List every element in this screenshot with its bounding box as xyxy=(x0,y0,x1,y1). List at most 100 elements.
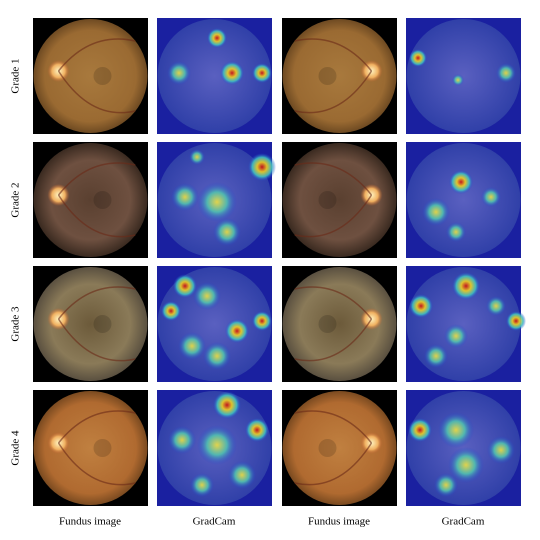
heat-blob xyxy=(197,182,237,222)
heat-blob xyxy=(190,473,214,497)
heat-blob xyxy=(189,149,205,165)
heat-blob xyxy=(193,282,221,310)
heat-blob xyxy=(506,311,526,331)
retina xyxy=(33,19,148,133)
macula xyxy=(93,191,112,209)
heat-blob xyxy=(225,319,249,343)
image-grid xyxy=(33,18,526,506)
heat-blob xyxy=(213,391,241,419)
heat-blob xyxy=(197,425,237,465)
heat-blob xyxy=(248,153,276,181)
retina xyxy=(33,267,148,381)
heat-blob xyxy=(424,344,448,368)
vessel xyxy=(57,410,136,444)
vessel xyxy=(57,162,136,196)
retina xyxy=(282,267,397,381)
macula xyxy=(318,439,337,457)
heat-blob xyxy=(434,473,458,497)
heat-blob xyxy=(167,61,191,85)
gradcam-image xyxy=(157,18,272,134)
macula xyxy=(93,315,112,333)
heat-blob xyxy=(444,324,468,348)
heat-blob xyxy=(252,311,272,331)
retina xyxy=(282,143,397,257)
heat-blob xyxy=(448,447,484,483)
fundus-image xyxy=(282,18,397,134)
column-label: GradCam xyxy=(442,516,485,528)
column-label: Fundus image xyxy=(308,516,370,528)
heat-blob xyxy=(252,63,272,83)
gradcam-image xyxy=(157,390,272,506)
macula xyxy=(318,67,337,85)
row-label: Grade 1 xyxy=(10,58,22,93)
macula xyxy=(318,315,337,333)
vessel xyxy=(294,38,373,72)
fundus-image xyxy=(282,390,397,506)
heat-blob xyxy=(452,272,480,300)
vessel xyxy=(57,38,136,72)
retina-overlay xyxy=(406,143,521,257)
vessel xyxy=(294,410,373,444)
heat-blob xyxy=(496,63,516,83)
gradcam-image xyxy=(157,266,272,382)
heat-blob xyxy=(486,296,506,316)
vessel xyxy=(294,442,373,486)
gradcam-image xyxy=(406,18,521,134)
vessel xyxy=(57,318,136,362)
gradcam-image xyxy=(406,266,526,382)
vessel xyxy=(294,162,373,196)
vessel xyxy=(57,194,136,238)
heat-blob xyxy=(213,218,241,246)
vessel xyxy=(294,318,373,362)
macula xyxy=(318,191,337,209)
fundus-image xyxy=(282,266,397,382)
retina xyxy=(282,391,397,505)
heat-blob xyxy=(203,342,231,370)
vessel xyxy=(294,70,373,114)
heat-blob xyxy=(409,49,427,67)
fundus-image xyxy=(33,266,148,382)
vessel xyxy=(294,286,373,320)
heat-blob xyxy=(409,294,433,318)
gradcam-image xyxy=(406,390,521,506)
heat-blob xyxy=(481,187,501,207)
heat-blob xyxy=(171,183,199,211)
heat-blob xyxy=(449,170,473,194)
vessel xyxy=(57,286,136,320)
heat-blob xyxy=(168,426,196,454)
heat-blob xyxy=(422,198,450,226)
heat-blob xyxy=(173,274,197,298)
fundus-image xyxy=(282,142,397,258)
fundus-image xyxy=(33,18,148,134)
heat-blob xyxy=(228,461,256,489)
retina xyxy=(33,143,148,257)
row-label: Grade 3 xyxy=(10,306,22,342)
vessel xyxy=(294,194,373,238)
retina-overlay xyxy=(406,19,521,133)
retina xyxy=(33,391,148,505)
heat-blob xyxy=(487,436,515,464)
heat-blob xyxy=(245,418,269,442)
gradcam-image xyxy=(157,142,276,258)
fundus-image xyxy=(33,390,148,506)
retina-overlay xyxy=(157,19,272,133)
heat-blob xyxy=(452,74,464,86)
column-label: GradCam xyxy=(193,516,236,528)
heat-blob xyxy=(207,28,227,48)
row-label: Grade 2 xyxy=(10,182,22,217)
fundus-image xyxy=(33,142,148,258)
heat-blob xyxy=(446,222,466,242)
heat-blob xyxy=(220,61,244,85)
macula xyxy=(93,67,112,85)
macula xyxy=(93,439,112,457)
row-label: Grade 4 xyxy=(10,430,22,466)
vessel xyxy=(57,70,136,114)
heat-blob xyxy=(161,301,181,321)
heat-blob xyxy=(178,332,206,360)
column-label: Fundus image xyxy=(59,516,121,528)
retina xyxy=(282,19,397,133)
gradcam-image xyxy=(406,142,521,258)
heat-blob xyxy=(438,412,474,448)
heat-blob xyxy=(408,418,432,442)
